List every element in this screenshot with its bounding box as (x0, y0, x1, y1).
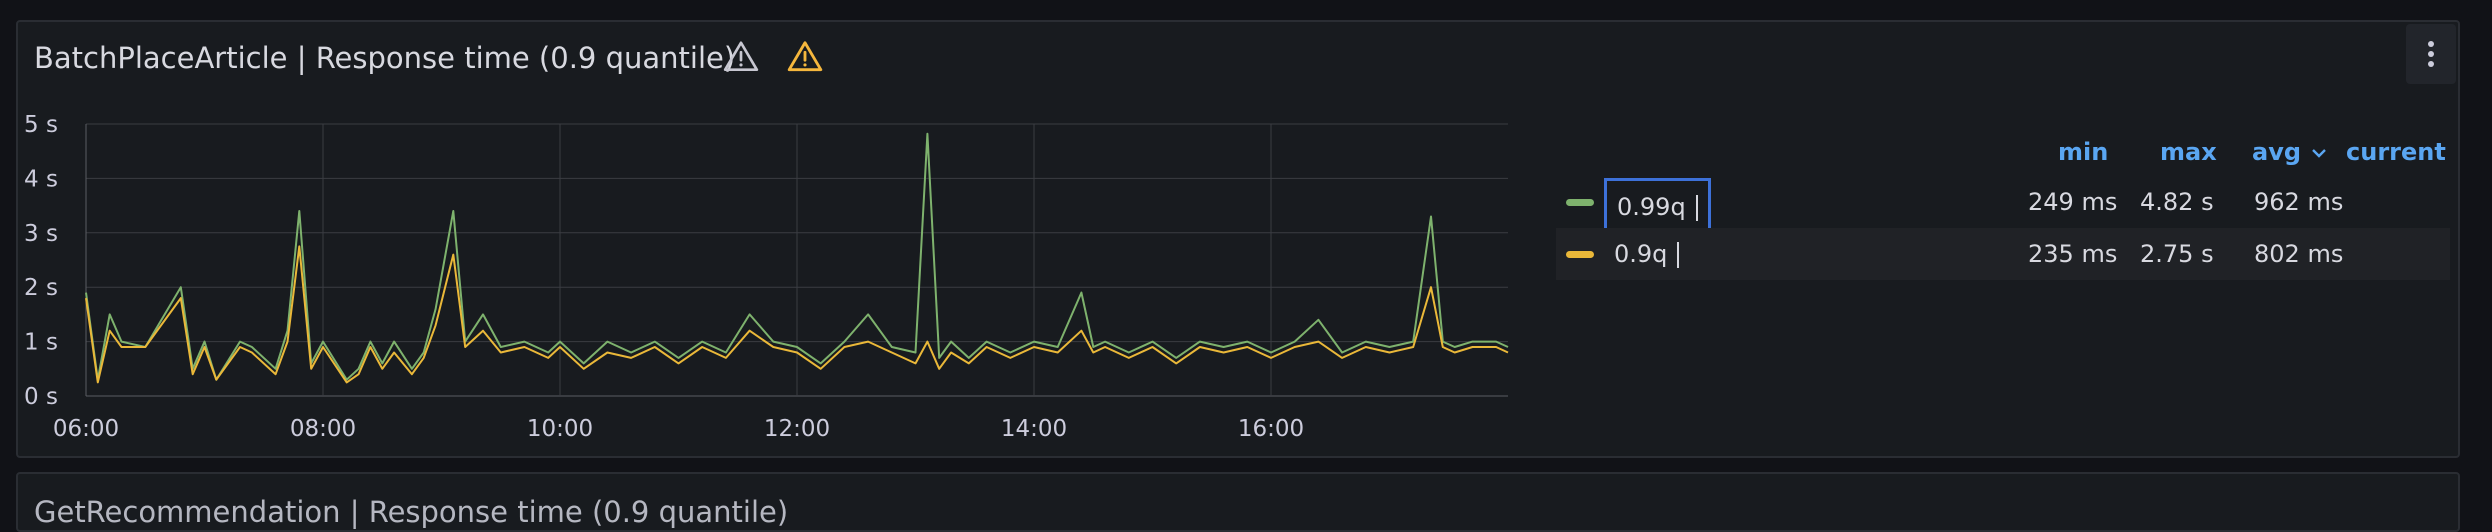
stat-max: 4.82 s (2140, 188, 2214, 216)
y-tick-label: 2 s (24, 275, 58, 301)
y-tick-label: 3 s (24, 221, 58, 247)
x-tick-label: 16:00 (1238, 416, 1304, 442)
warning-outline-icon[interactable] (722, 38, 760, 76)
series-color-swatch[interactable] (1566, 199, 1594, 206)
y-tick-label: 4 s (24, 166, 58, 192)
menu-icon (2428, 41, 2434, 67)
response-time-chart[interactable]: 0 s 1 s 2 s 3 s 4 s 5 s 06:00 08:00 10:00 12:00 14… (18, 22, 1538, 458)
stat-min: 249 ms (2028, 188, 2118, 216)
legend-header: min max avg current (1556, 114, 2450, 168)
panel-title[interactable]: BatchPlaceArticle | Response time (0.9 q… (34, 41, 736, 75)
chevron-down-icon (2312, 149, 2327, 158)
stat-avg: 802 ms (2254, 240, 2344, 268)
stat-avg: 962 ms (2254, 188, 2344, 216)
y-tick-label: 0 s (24, 384, 58, 410)
legend-header-avg-label: avg (2252, 138, 2302, 166)
series-name[interactable]: 0.9q (1604, 235, 1689, 273)
next-panel-title[interactable]: GetRecommendation | Response time (0.9 q… (34, 495, 789, 529)
text-cursor (1677, 242, 1680, 268)
legend-header-max[interactable]: max (2160, 138, 2217, 166)
next-panel: GetRecommendation | Response time (0.9 q… (16, 472, 2460, 532)
response-time-panel: BatchPlaceArticle | Response time (0.9 q… (16, 20, 2460, 458)
stat-min: 235 ms (2028, 240, 2118, 268)
x-tick-label: 12:00 (764, 416, 830, 442)
legend-row-099q[interactable]: 0.99q 249 ms 4.82 s 962 ms (1556, 176, 2450, 238)
text-cursor (1695, 195, 1698, 221)
warning-icon[interactable] (786, 38, 824, 76)
series-line-09q (85, 245, 1509, 384)
legend: min max avg current 0.99q 249 ms 4.82 s … (1556, 114, 2450, 280)
legend-header-min[interactable]: min (2058, 138, 2109, 166)
series-name-text: 0.99q (1617, 193, 1686, 221)
panel-menu-button[interactable] (2406, 24, 2456, 84)
x-tick-label: 08:00 (290, 416, 356, 442)
stat-max: 2.75 s (2140, 240, 2214, 268)
x-tick-label: 10:00 (527, 416, 593, 442)
series-color-swatch[interactable] (1566, 251, 1594, 258)
series-line-099q (85, 132, 1509, 381)
x-tick-label: 14:00 (1001, 416, 1067, 442)
legend-header-current[interactable]: current (2346, 138, 2446, 166)
x-tick-label: 06:00 (53, 416, 119, 442)
y-tick-label: 1 s (24, 330, 58, 356)
legend-header-avg[interactable]: avg (2252, 138, 2327, 166)
legend-row-09q[interactable]: 0.9q 235 ms 2.75 s 802 ms (1556, 228, 2450, 280)
series-name-text: 0.9q (1614, 240, 1668, 268)
y-tick-label: 5 s (24, 112, 58, 138)
